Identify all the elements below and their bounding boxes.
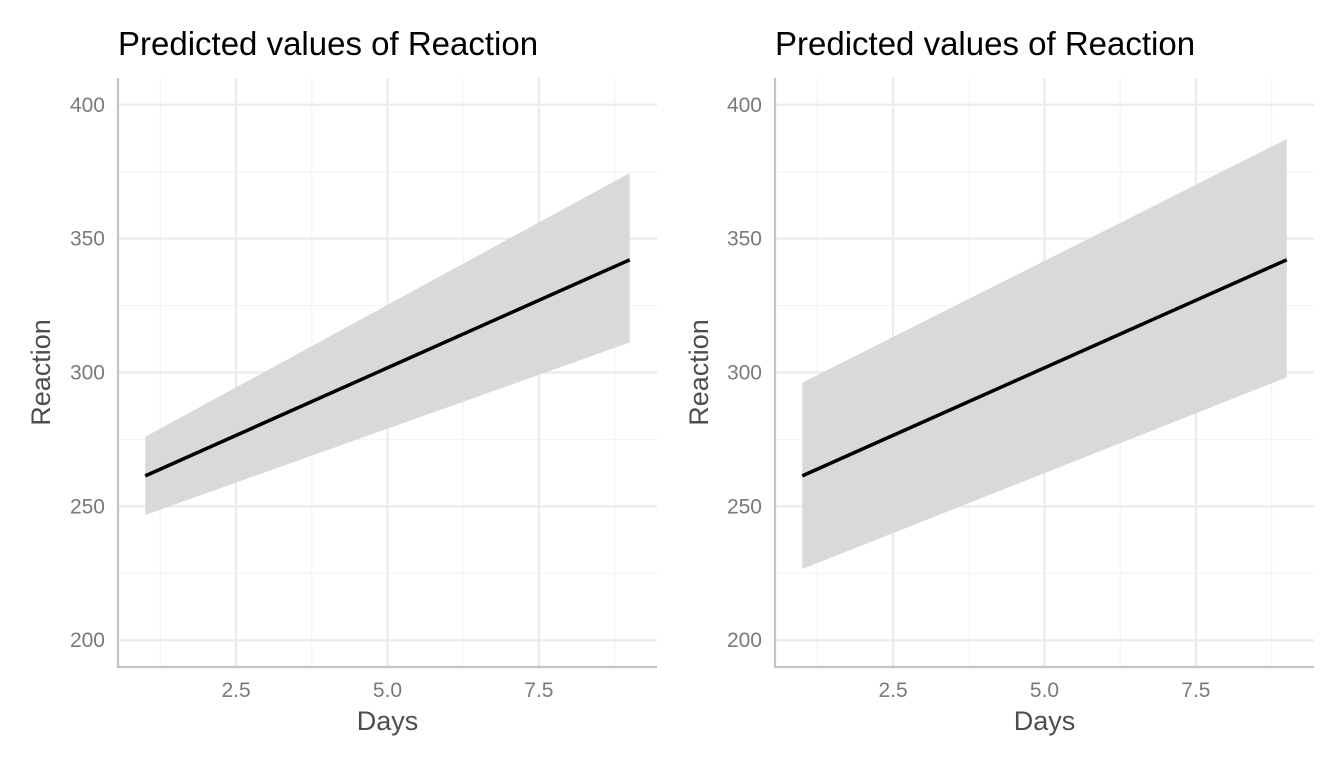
panel-2: 200 250 300 350 400 2.5 5.0 7.5 Predicted values… [684,25,1314,736]
y-tick-label: 350 [727,228,762,251]
confidence-band [802,139,1287,570]
y-tick-label: 400 [70,94,105,117]
y-axis-label: Reaction [684,319,714,426]
x-tick-label: 7.5 [1181,679,1210,702]
y-tick-label: 200 [727,629,762,652]
x-tick-label: 7.5 [524,679,553,702]
y-tick-label: 250 [727,495,762,518]
predicted-line [144,258,631,478]
y-tick-label: 200 [70,629,105,652]
chart-title: Predicted values of Reaction [118,25,538,62]
y-tick-label: 350 [70,228,105,251]
predicted-line [801,258,1288,478]
x-axis-label: Days [357,706,419,736]
x-tick-label: 5.0 [373,679,402,702]
chart-title: Predicted values of Reaction [775,25,1195,62]
x-tick-label: 5.0 [1030,679,1059,702]
y-tick-label: 250 [70,495,105,518]
x-tick-label: 2.5 [878,679,907,702]
y-tick-label: 300 [727,362,762,385]
x-axis-label: Days [1014,706,1076,736]
panel-1: 200 250 300 350 400 2.5 5.0 7.5 Predicted values… [26,25,657,736]
y-tick-label: 400 [727,94,762,117]
y-axis-label: Reaction [26,319,56,426]
x-tick-label: 2.5 [221,679,250,702]
confidence-band [145,173,630,515]
y-tick-label: 300 [70,362,105,385]
